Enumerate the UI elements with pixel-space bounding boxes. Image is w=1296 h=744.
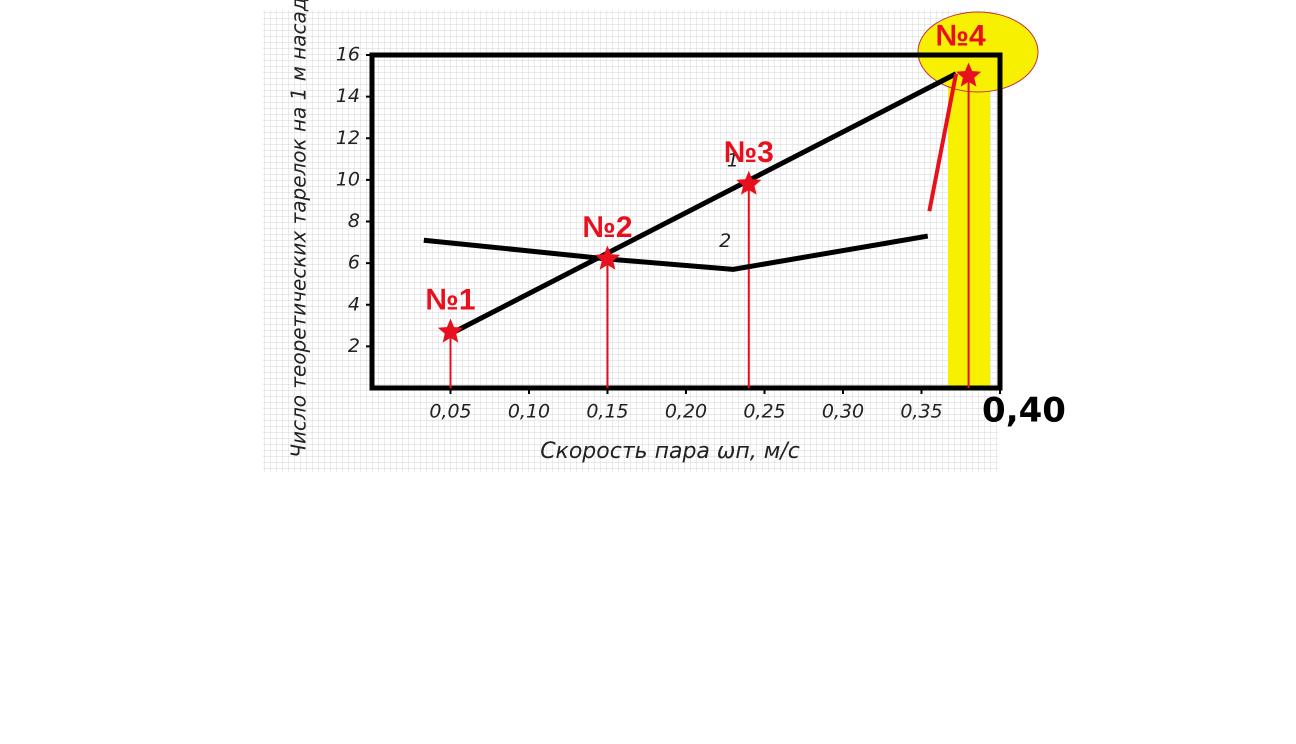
series-line [927,73,959,212]
y-tick-label: 12 [336,127,360,149]
marker-star [594,245,621,270]
y-tick-label: 10 [336,168,360,190]
x-tick-label: 0,05 [429,401,471,423]
y-tick-label: 14 [336,85,360,107]
marker-label: №1 [425,284,475,317]
x-tick-label: 0,10 [508,401,550,423]
y-tick-label: 2 [348,335,360,357]
y-tick-label: 4 [348,293,360,315]
marker-label: №4 [936,20,986,53]
marker-label: №2 [582,211,632,244]
y-tick-label: 8 [348,210,360,232]
x-tick-label: 0,40 [982,391,1066,431]
y-tick-label: 16 [336,44,360,66]
x-tick-label: 0,15 [586,401,628,423]
curve-label: 2 [719,230,731,252]
y-axis-label: Число теоретических тарелок на 1 м насад… [287,0,311,458]
series-line [449,71,958,337]
x-tick-label: 0,30 [822,401,864,423]
marker-star [437,318,464,343]
x-tick-label: 0,35 [900,401,942,423]
x-axis-label: Скорость пара ωп, м/с [540,439,800,464]
x-tick-label: 0,25 [743,401,785,423]
marker-star [955,62,982,87]
curve-label: 1 [727,150,739,172]
series-line [423,233,929,272]
highlight-ellipse [917,11,1039,93]
y-tick-label: 6 [348,252,360,274]
marker-label: №3 [724,136,774,169]
x-tick-label: 0,20 [665,401,707,423]
marker-star [736,170,762,195]
